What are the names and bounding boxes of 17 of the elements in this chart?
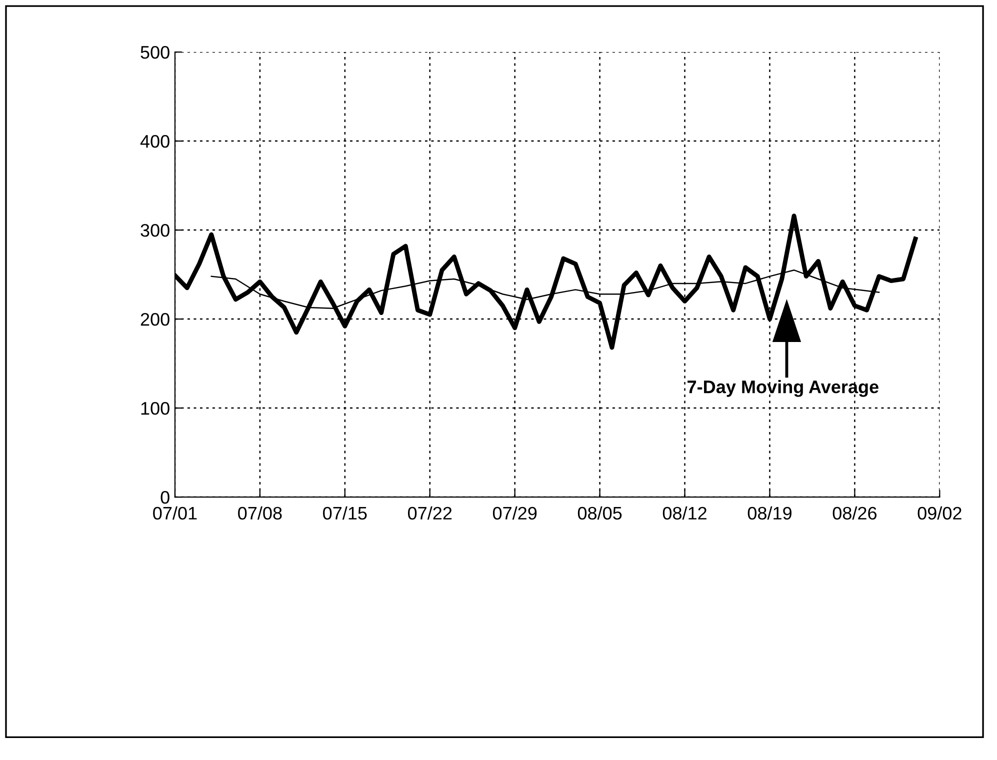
x-tick-label: 08/05 [578,506,622,520]
x-tick-label: 07/22 [408,506,452,520]
y-tick-label: 500 [140,46,170,59]
y-tick-label: 200 [140,312,170,326]
x-tick-label: 08/19 [748,506,792,520]
y-tick-label: 400 [140,134,170,148]
x-tick-label: 09/02 [918,506,962,520]
y-tick-label: 100 [141,402,170,415]
x-tick-label: 08/12 [662,506,706,520]
x-tick-label: 07/29 [492,506,537,520]
x-tick-label: 07/08 [238,506,282,520]
x-tick-label: 08/26 [832,506,877,520]
x-tick-label: 07/15 [323,506,367,520]
annotation: 7-Day Moving Average [688,380,878,397]
y-tick-label: 300 [140,224,170,237]
y-tick-label: 0 [160,490,170,504]
x-tick-label: 07/01 [153,506,197,520]
